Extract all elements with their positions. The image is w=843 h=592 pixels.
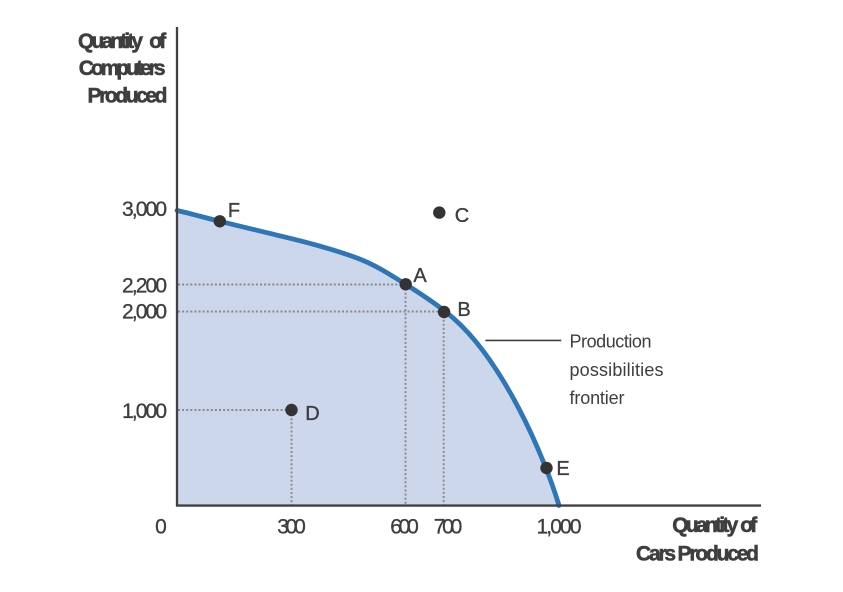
svg-text:Production: Production xyxy=(570,332,652,352)
svg-text:Quantity: Quantity xyxy=(78,30,143,53)
svg-text:Quantity: Quantity xyxy=(672,514,738,537)
svg-text:B: B xyxy=(457,299,470,321)
svg-text:Computers: Computers xyxy=(79,57,166,80)
svg-text:of: of xyxy=(740,514,758,537)
svg-text:1,000: 1,000 xyxy=(122,400,167,423)
svg-text:C: C xyxy=(455,205,469,227)
svg-text:0: 0 xyxy=(155,516,167,539)
svg-text:A: A xyxy=(413,265,427,287)
svg-text:Produced: Produced xyxy=(88,84,168,107)
svg-text:frontier: frontier xyxy=(570,388,625,408)
svg-text:F: F xyxy=(228,200,240,222)
svg-text:of: of xyxy=(149,30,167,53)
svg-text:3,000: 3,000 xyxy=(122,198,167,221)
svg-text:300: 300 xyxy=(277,516,306,539)
svg-text:D: D xyxy=(305,403,319,425)
svg-text:E: E xyxy=(556,458,569,480)
svg-text:700: 700 xyxy=(434,516,463,539)
svg-text:2,000: 2,000 xyxy=(122,300,167,323)
svg-text:Cars Produced: Cars Produced xyxy=(636,543,759,566)
svg-text:600: 600 xyxy=(390,516,419,539)
svg-text:1,000: 1,000 xyxy=(537,516,582,539)
svg-text:possibilities: possibilities xyxy=(570,360,664,380)
svg-text:2,200: 2,200 xyxy=(122,274,167,297)
